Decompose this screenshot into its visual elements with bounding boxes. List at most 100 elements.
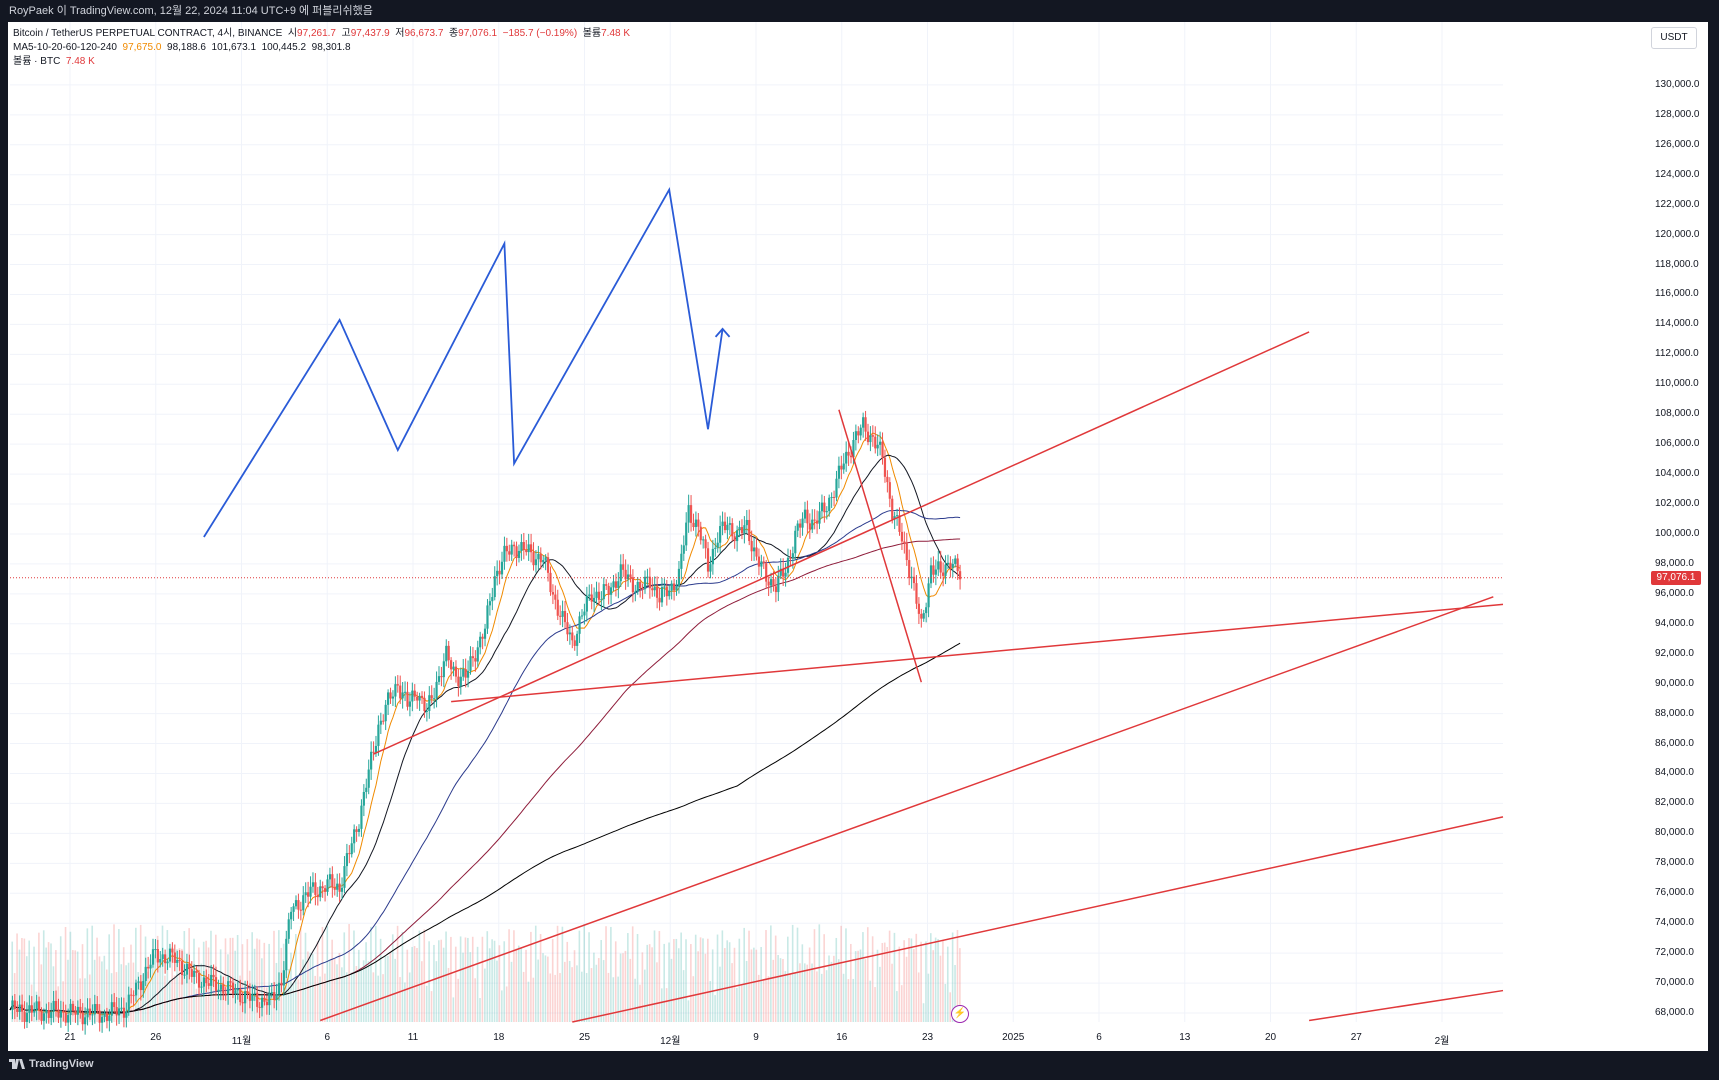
volume-bar [321,926,324,1022]
trendline [572,816,1504,1023]
ma-label[interactable]: MA5-10-20-60-120-240 [13,42,117,53]
price-axis-label: 98,000.0 [1655,557,1694,569]
volume-bar [917,972,920,1022]
volume-bar [595,964,598,1022]
price-axis-label: 124,000.0 [1655,168,1700,180]
volume-bar [549,973,552,1022]
volume-bar [55,950,57,1022]
candle-body [314,882,317,895]
volume-bar [362,960,365,1022]
price-axis-label: 128,000.0 [1655,108,1700,120]
volume-bar [573,950,576,1022]
candle-body [503,545,506,562]
candle-body [132,995,135,997]
time-axis-label: 27 [1350,1032,1362,1043]
trendlines[interactable] [319,331,1504,1023]
volume-bar [164,975,166,1022]
candle-body [956,558,959,572]
candle-body [600,599,603,601]
volume-bar [629,958,632,1022]
candle-body [471,656,475,659]
volume-bar [554,974,556,1022]
legend-volume-row[interactable]: 볼륨 · BTC 7.48 K [13,55,95,68]
volume-bar [668,942,670,1022]
volume-bar [750,949,753,1022]
candle-body [50,1011,53,1018]
candle-body [680,553,683,569]
volume-bar [597,958,600,1022]
candle-body [79,1006,82,1013]
candle-body [498,570,501,575]
volume-bar [738,938,741,1022]
candle-body [551,592,555,595]
candle-body [260,997,264,1008]
volume-bar [212,966,215,1022]
symbol-title[interactable]: Bitcoin / TetherUS PERPETUAL CONTRACT, 4… [13,28,283,39]
candle-body [539,553,542,563]
candle-body [782,568,785,577]
candle-body [195,970,198,973]
price-axis-label: 80,000.0 [1655,827,1694,839]
candle-body [699,526,702,541]
volume-bar [835,937,838,1022]
volume-bar [367,961,370,1022]
candle-body [692,522,695,528]
volume-bar [115,972,118,1022]
ma20-line [9,454,961,1014]
volume-bar [585,973,588,1022]
price-axis-label: 100,000.0 [1655,527,1700,539]
volume-bar [469,952,472,1022]
candle-body [326,879,329,892]
volume-bar [520,947,523,1022]
volume-bar [411,946,413,1022]
candle-body [365,787,368,792]
lightning-icon[interactable]: ⚡ [951,1005,970,1023]
candle-body [881,441,884,458]
price-chart[interactable] [8,22,1708,1051]
candle-body [874,436,877,449]
candle-body [641,588,644,590]
time-axis-label: 11월 [231,1036,252,1047]
currency-button[interactable]: USDT [1651,27,1697,49]
candle-body [239,988,242,1003]
volume-bar [801,944,804,1022]
tradingview-logo[interactable]: TradingView [9,1058,94,1070]
candle-body [176,959,179,963]
candle-body [578,616,581,634]
volume-bar [151,958,154,1022]
candle-body [117,1008,121,1016]
volume-bar [920,941,922,1022]
volume-bar [263,942,266,1022]
volume-bar [925,941,927,1022]
candle-body [161,954,164,959]
volume-bar [181,948,183,1022]
candle-body [307,892,310,897]
volume-bar [452,997,455,1022]
candle-body [469,656,472,671]
candle-body [299,909,302,911]
volume-bar [457,978,459,1022]
volume-bar [711,949,714,1022]
legend-ma-row[interactable]: MA5-10-20-60-120-240 97,675.0 98,188.6 1… [13,41,351,54]
volume-bar [619,953,622,1022]
candle-body [113,1002,116,1008]
candle-body [672,583,676,591]
volume-bar [33,946,35,1022]
volume-bar [142,974,144,1022]
candle-body [815,520,819,524]
candle-body [542,559,545,563]
candle-body [893,516,896,520]
volume-bar [328,960,331,1022]
projection-path[interactable] [203,187,731,538]
candle-body [765,563,768,582]
volume-bar [358,949,360,1022]
volume-bar [658,931,661,1022]
volume-bar [493,940,496,1022]
chart-pane[interactable]: Bitcoin / TetherUS PERPETUAL CONTRACT, 4… [8,22,1708,1051]
volume-bar [740,984,743,1022]
candle-body [214,977,218,992]
volume-indicator-label[interactable]: 볼륨 · BTC [13,56,61,67]
volume-bar [847,979,850,1022]
volume-value: 7.48 K [601,28,631,39]
candle-body [173,952,176,963]
